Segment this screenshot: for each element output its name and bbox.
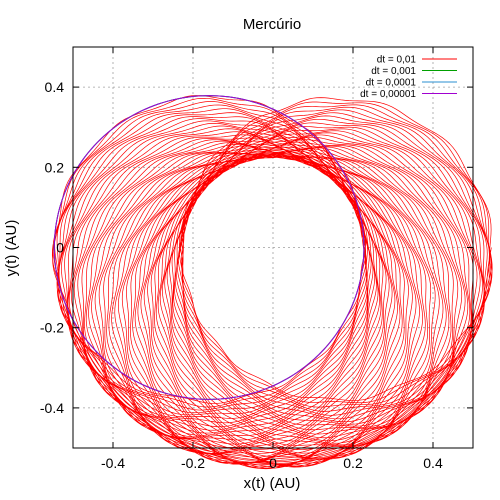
x-tick-label: -0.2 — [181, 455, 205, 471]
x-tick-label: 0.4 — [423, 455, 443, 471]
legend-label: dt = 0,01 — [377, 55, 417, 66]
y-tick-label: 0.4 — [45, 79, 65, 95]
y-tick-label: 0 — [56, 240, 64, 256]
legend-label: dt = 0,0001 — [366, 78, 417, 89]
y-tick-label: -0.2 — [40, 320, 64, 336]
legend-label: dt = 0,00001 — [360, 89, 416, 100]
x-tick-label: 0.2 — [343, 455, 363, 471]
y-tick-label: 0.2 — [45, 159, 65, 175]
chart-title: Mercúrio — [243, 16, 301, 33]
y-tick-label: -0.4 — [40, 400, 64, 416]
series-layer — [51, 95, 493, 470]
y-axis-title: y(t) (AU) — [3, 220, 20, 277]
ticks: -0.4 -0.2 0 0.2 0.4 -0.4 -0.2 0 0.2 0.4 — [40, 47, 473, 471]
x-axis-title: x(t) (AU) — [244, 475, 301, 492]
x-tick-label: 0 — [269, 455, 277, 471]
x-tick-label: -0.4 — [101, 455, 125, 471]
series-line-0 — [51, 95, 493, 470]
grid — [73, 47, 473, 448]
legend-label: dt = 0,001 — [371, 66, 416, 77]
series-line-3 — [53, 95, 365, 400]
